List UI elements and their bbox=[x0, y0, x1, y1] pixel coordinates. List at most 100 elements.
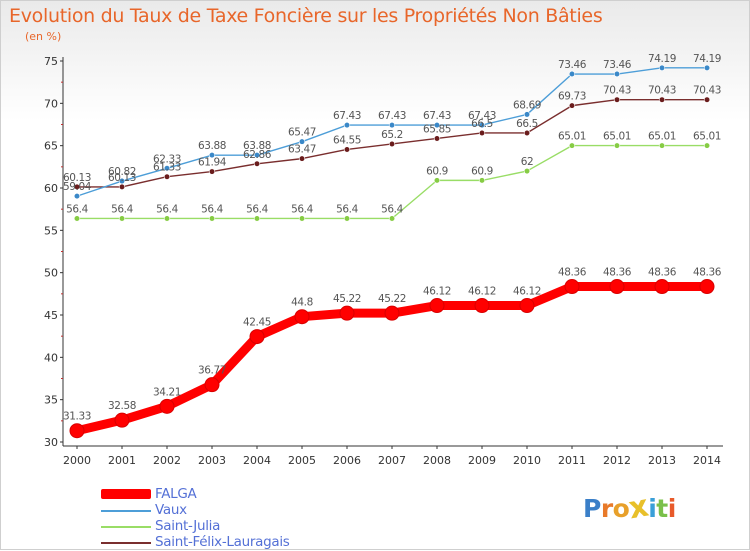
data-point bbox=[388, 121, 396, 129]
axes: 30 35 40 45 50 55 60 65 70 75 2000 2001 2002 2003 2004… bbox=[44, 55, 723, 467]
legend-swatch bbox=[101, 510, 151, 512]
data-label: 62 bbox=[521, 156, 534, 168]
data-point bbox=[478, 129, 486, 137]
data-label: 65.85 bbox=[423, 123, 451, 135]
legend-label: FALGA bbox=[155, 486, 197, 502]
data-point bbox=[478, 177, 486, 184]
x-tick-label: 2013 bbox=[648, 454, 676, 467]
data-point bbox=[208, 215, 216, 222]
data-label: 56.4 bbox=[201, 203, 223, 215]
data-label: 62.86 bbox=[243, 149, 272, 161]
data-point bbox=[118, 215, 126, 222]
x-tick-label: 2003 bbox=[198, 454, 226, 467]
data-label: 70.43 bbox=[648, 85, 676, 97]
data-label: 46.12 bbox=[423, 286, 451, 298]
y-tick-label: 75 bbox=[44, 55, 58, 68]
data-point bbox=[658, 142, 666, 149]
data-label: 63.47 bbox=[288, 144, 316, 156]
data-point bbox=[613, 96, 621, 103]
x-tick-label: 2010 bbox=[513, 454, 541, 467]
y-tick-label: 35 bbox=[44, 394, 58, 407]
y-tick-label: 60 bbox=[44, 182, 58, 195]
data-point bbox=[703, 96, 711, 103]
data-label: 46.12 bbox=[513, 286, 541, 298]
data-point bbox=[384, 305, 400, 321]
data-label: 56.4 bbox=[291, 203, 313, 215]
y-tick-label: 70 bbox=[44, 97, 58, 110]
x-tick-label: 2008 bbox=[423, 454, 451, 467]
data-point bbox=[699, 279, 715, 295]
data-label: 74.19 bbox=[648, 53, 676, 65]
data-point bbox=[613, 70, 621, 78]
logo-letter: r bbox=[600, 494, 613, 523]
legend-label: Vaux bbox=[155, 502, 187, 518]
data-label: 67.43 bbox=[468, 110, 496, 122]
data-label: 67.43 bbox=[423, 110, 451, 122]
logo-letter: i bbox=[667, 494, 677, 523]
data-label: 36.77 bbox=[198, 365, 226, 377]
data-label: 69.73 bbox=[558, 91, 586, 103]
x-tick-label: 2004 bbox=[243, 454, 271, 467]
x-tick-label: 2012 bbox=[603, 454, 631, 467]
data-point bbox=[208, 168, 216, 175]
data-point bbox=[523, 129, 531, 137]
data-label: 70.43 bbox=[603, 85, 631, 97]
data-point bbox=[208, 152, 216, 159]
data-point bbox=[519, 298, 535, 314]
data-label: 56.4 bbox=[336, 203, 358, 215]
data-label: 44.8 bbox=[291, 297, 313, 309]
data-point bbox=[568, 102, 576, 109]
x-tick-label: 2002 bbox=[153, 454, 181, 467]
data-label: 67.43 bbox=[333, 110, 361, 122]
data-point bbox=[658, 64, 666, 71]
data-point bbox=[564, 279, 580, 295]
data-point bbox=[73, 183, 81, 190]
data-point bbox=[298, 215, 306, 222]
data-label: 56.4 bbox=[156, 203, 178, 215]
data-label: 45.22 bbox=[333, 293, 361, 305]
data-label: 62.33 bbox=[153, 153, 181, 165]
legend-label: Saint-Félix-Lauragais bbox=[155, 534, 290, 550]
data-point bbox=[163, 173, 171, 180]
legend-swatch bbox=[101, 489, 151, 499]
data-label: 59.04 bbox=[63, 181, 92, 193]
data-label: 74.19 bbox=[693, 53, 721, 65]
data-label: 60.13 bbox=[108, 172, 136, 184]
data-label: 46.12 bbox=[468, 286, 496, 298]
x-tick-label: 2006 bbox=[333, 454, 361, 467]
data-label: 65.01 bbox=[693, 131, 721, 143]
data-label: 65.47 bbox=[288, 127, 316, 139]
x-tick-label: 2001 bbox=[108, 454, 136, 467]
data-point bbox=[253, 215, 261, 222]
data-label: 60.82 bbox=[108, 166, 136, 178]
data-point bbox=[703, 142, 711, 149]
data-point bbox=[73, 193, 81, 200]
data-label: 56.4 bbox=[111, 203, 133, 215]
data-point bbox=[388, 215, 396, 222]
data-point bbox=[163, 165, 171, 172]
data-label: 45.22 bbox=[378, 293, 406, 305]
legend-swatch bbox=[101, 526, 151, 528]
data-point bbox=[118, 183, 126, 190]
data-point bbox=[609, 279, 625, 295]
x-tick-label: 2000 bbox=[63, 454, 91, 467]
data-label: 48.36 bbox=[558, 267, 587, 279]
data-point bbox=[294, 309, 310, 325]
data-label: 63.88 bbox=[198, 140, 226, 152]
data-point bbox=[343, 215, 351, 222]
data-point bbox=[654, 279, 670, 295]
data-point bbox=[568, 70, 576, 78]
series-markers bbox=[69, 64, 715, 439]
data-point bbox=[703, 64, 711, 71]
y-unit-label: (en %) bbox=[25, 30, 62, 43]
data-label: 66.5 bbox=[471, 118, 493, 130]
x-tick-label: 2011 bbox=[558, 454, 586, 467]
data-label: 65.2 bbox=[381, 129, 403, 141]
y-tick-label: 50 bbox=[44, 267, 58, 280]
data-point bbox=[523, 111, 531, 118]
data-label: 56.4 bbox=[381, 203, 403, 215]
y-tick-label: 40 bbox=[44, 351, 58, 364]
data-label: 48.36 bbox=[648, 267, 677, 279]
